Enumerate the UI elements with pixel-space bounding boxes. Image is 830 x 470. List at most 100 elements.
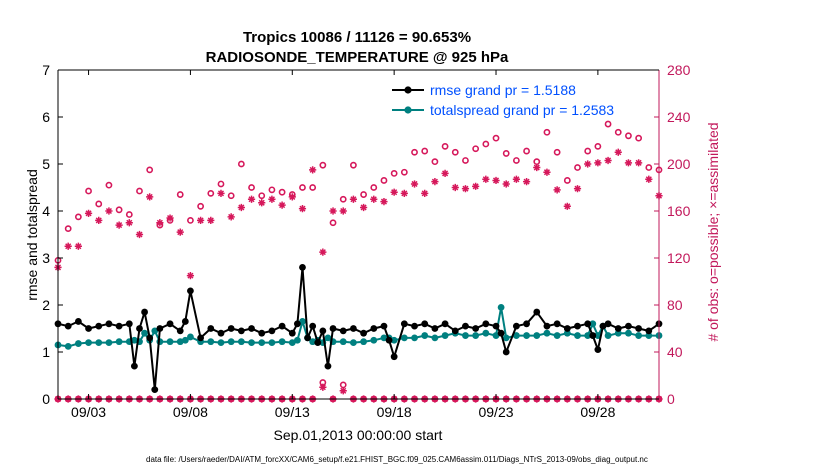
obs-assimilated-point (258, 199, 266, 207)
totalspread-point (421, 332, 429, 339)
obs-assimilated-point (573, 185, 582, 193)
obs-assimilated-point (359, 203, 368, 212)
totalspread-point (141, 329, 148, 337)
rmse-point (462, 322, 469, 330)
totalspread-point (604, 332, 612, 339)
rmse-point (625, 322, 632, 330)
totalspread-point (563, 329, 571, 337)
totalspread-point (268, 339, 276, 346)
rmse-point (380, 322, 388, 330)
x-tick-label: 09/28 (580, 404, 615, 420)
obs-possible-point (553, 148, 561, 156)
y-tick-label: 6 (42, 109, 50, 125)
obs-possible-point (136, 187, 143, 195)
totalspread-point (584, 332, 592, 339)
rmse-point (431, 325, 439, 332)
obs-assimilated-point (339, 207, 347, 215)
totalspread-point (482, 329, 490, 337)
totalspread-point (248, 339, 255, 346)
x-tick-label: 09/23 (478, 404, 513, 420)
totalspread-point (181, 336, 189, 344)
obs-possible-point (115, 206, 123, 214)
rmse-point (187, 287, 194, 295)
totalspread-point (309, 338, 317, 346)
rmse-point (64, 322, 72, 330)
obs-possible-point (309, 184, 317, 191)
obs-assimilated-point (431, 178, 439, 186)
totalspread-point (324, 334, 332, 342)
obs-possible-point (594, 142, 602, 150)
obs-possible-point (258, 192, 266, 200)
obs-possible-point (360, 191, 367, 198)
rmse-point (472, 325, 480, 332)
obs-assimilated-point (227, 213, 235, 221)
totalspread-point (360, 338, 367, 346)
obs-assimilated-point (410, 180, 419, 188)
totalspread-point (645, 332, 653, 339)
totalspread-point (299, 318, 306, 325)
rmse-point (125, 320, 133, 328)
totalspread-point (278, 338, 286, 346)
y-right-tick-label: 0 (667, 391, 675, 407)
obs-possible-point (339, 195, 347, 203)
totalspread-point (472, 332, 480, 339)
obs-assimilated-point (288, 193, 296, 201)
obs-assimilated-point (522, 178, 531, 186)
totalspread-point (431, 334, 439, 342)
rmse-point (533, 308, 541, 316)
totalspread-point (502, 334, 510, 342)
obs-assimilated-point (217, 189, 225, 197)
totalspread-point (400, 334, 408, 342)
obs-possible-point (105, 181, 113, 189)
obs-possible-point (176, 191, 184, 198)
totalspread-point (207, 338, 215, 346)
rmse-point (421, 320, 429, 328)
obs-assimilated-point (74, 242, 82, 250)
rmse-point (360, 329, 367, 337)
y-tick-label: 5 (42, 156, 50, 172)
y-tick-label: 7 (42, 62, 50, 78)
rmse-point (563, 325, 571, 332)
obs-assimilated-point (309, 166, 317, 174)
rmse-point (502, 348, 510, 356)
totalspread-point (543, 329, 551, 337)
obs-assimilated-baseline-point (319, 383, 327, 391)
obs-possible-point (85, 187, 92, 195)
obs-assimilated-point (482, 175, 490, 183)
obs-possible-point (237, 160, 245, 168)
obs-assimilated-point (156, 219, 164, 227)
rmse-point (248, 325, 255, 332)
obs-possible-point (492, 134, 500, 142)
obs-possible-point (421, 147, 429, 155)
obs-assimilated-point (370, 195, 378, 203)
rmse-point (288, 329, 296, 337)
rmse-point (512, 322, 520, 330)
totalspread-point (237, 338, 245, 346)
rmse-point (268, 327, 276, 335)
totalspread-point (614, 329, 622, 337)
y-right-tick-label: 240 (667, 109, 691, 125)
x-tick-label: 09/03 (71, 404, 106, 420)
obs-assimilated-point (197, 216, 205, 224)
totalspread-point (64, 342, 72, 350)
obs-possible-point (248, 184, 255, 191)
rmse-point (492, 322, 500, 330)
obs-possible-point (441, 142, 449, 150)
axes-layer: 09/03 09/08 09/13 09/18 09/23 09/28 0 1 2 3 4 5 6 7 0 4… (42, 62, 690, 420)
obs-assimilated-point (614, 148, 622, 156)
rmse-point (589, 332, 597, 339)
obs-assimilated-point (166, 214, 174, 222)
obs-assimilated-point (237, 203, 245, 212)
y-tick-label: 1 (42, 344, 50, 360)
rmse-point (141, 308, 148, 316)
obs-assimilated-point (461, 185, 470, 193)
y-axis-label: rmse and totalspread (24, 169, 40, 301)
legend: rmse grand pr = 1.5188 totalspread grand… (392, 82, 614, 118)
obs-assimilated-point (400, 189, 408, 197)
rmse-point (329, 325, 337, 332)
obs-possible-point (563, 177, 571, 184)
rmse-point (635, 325, 643, 332)
obs-assimilated-point (624, 159, 633, 167)
y-right-tick-label: 160 (667, 203, 691, 219)
chart-title: Tropics 10086 / 11126 = 90.653% (243, 29, 471, 46)
